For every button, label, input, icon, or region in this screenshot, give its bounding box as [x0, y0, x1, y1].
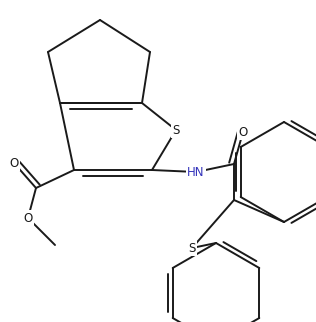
Text: O: O — [9, 156, 19, 169]
Text: S: S — [188, 242, 196, 254]
Text: O: O — [238, 126, 248, 138]
Text: O: O — [23, 212, 33, 224]
Text: S: S — [172, 124, 180, 137]
Text: HN: HN — [187, 166, 205, 178]
